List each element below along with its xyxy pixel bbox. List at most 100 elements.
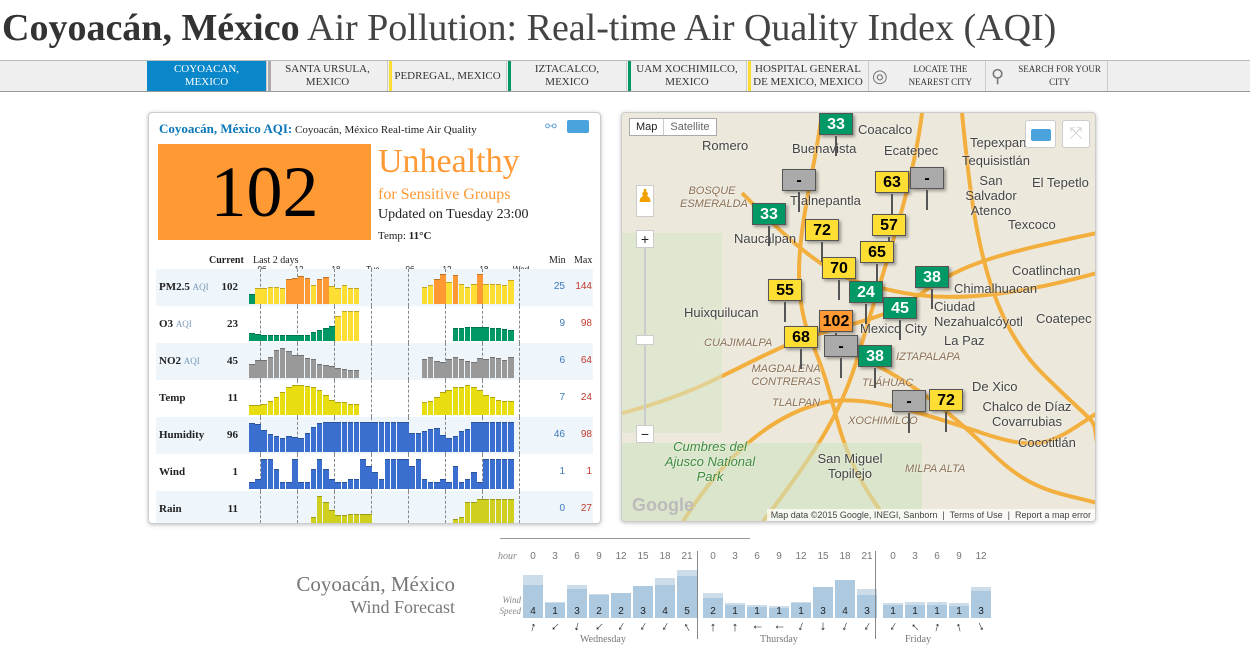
station-marker[interactable]: 45 — [883, 297, 917, 340]
bar — [458, 517, 465, 523]
station-marker[interactable]: 70 — [822, 257, 856, 300]
zoom-out-button[interactable]: − — [636, 425, 654, 443]
google-logo: Google — [632, 495, 694, 515]
nav-item[interactable]: ◎ LOCATE THE NEAREST CITY — [868, 61, 986, 91]
forecast-hour: 9 — [776, 551, 782, 562]
station-marker[interactable]: 72 — [929, 389, 963, 432]
nav-item[interactable]: HOSPITAL GENERAL DE MEXICO, MEXICO — [748, 61, 869, 91]
wind-direction-icon: ↑ — [680, 618, 694, 635]
report-link[interactable]: Report a map error — [1014, 510, 1091, 520]
sparkline — [249, 269, 521, 306]
bar — [501, 285, 508, 304]
satellite-button[interactable]: Satellite — [670, 121, 710, 133]
bar — [249, 405, 255, 415]
bar — [316, 423, 323, 452]
nav-item[interactable]: SANTA URSULA, MEXICO — [268, 61, 388, 91]
bar — [255, 288, 261, 304]
bar — [261, 459, 267, 489]
station-marker[interactable]: 102 — [819, 310, 853, 353]
nav-item[interactable]: IZTACALCO, MEXICO — [508, 61, 627, 91]
row-name: Humidity — [159, 429, 205, 441]
station-marker[interactable]: 33 — [819, 113, 853, 156]
temperature: Temp: 11°C — [378, 230, 431, 242]
bar — [458, 387, 465, 415]
bar — [483, 359, 489, 378]
row-label: Rain — [159, 503, 182, 515]
bar — [329, 479, 335, 489]
bar — [360, 459, 366, 489]
bar — [440, 479, 446, 489]
station-marker[interactable]: - — [892, 390, 926, 433]
bar — [273, 469, 280, 489]
gridline — [260, 491, 261, 523]
bar — [471, 327, 477, 341]
map[interactable]: Coacalco Buenavista Ecatepec Tepexpan Tequis… — [621, 112, 1096, 522]
bar — [378, 422, 385, 452]
card-city: Coyoacán, México AQI: — [159, 121, 293, 136]
station-marker[interactable]: 65 — [860, 241, 894, 284]
wind-forecast: hour Wind Speed 0 4 ↑ 3 1 ↑ 6 3 ↑ 9 2 ↑ 12 2 ↑ 15 3 ↑ 18 4 ↑ 21… — [490, 545, 1000, 649]
bar — [452, 357, 459, 378]
station-marker[interactable]: 24 — [849, 281, 883, 324]
station-marker[interactable]: 38 — [858, 345, 892, 388]
station-marker[interactable]: 55 — [768, 279, 802, 322]
station-marker[interactable]: - — [824, 335, 858, 378]
nav-item[interactable]: COYOACAN, MEXICO — [147, 61, 267, 91]
bar — [409, 466, 415, 489]
zoom-slider-handle[interactable] — [636, 335, 654, 345]
wind-direction-icon: ↑ — [731, 619, 739, 634]
bar — [390, 459, 397, 489]
forecast-hour: 12 — [615, 551, 627, 562]
station-marker[interactable]: 38 — [915, 266, 949, 309]
station-marker[interactable]: 57 — [872, 214, 906, 257]
bar — [255, 360, 261, 378]
wind-speed: 1 — [912, 606, 918, 617]
wind-bar — [835, 579, 855, 618]
forecast-hour: 6 — [754, 551, 760, 562]
gridline — [371, 269, 372, 306]
zoom-in-button[interactable]: + — [636, 230, 654, 248]
station-marker[interactable]: 63 — [875, 171, 909, 214]
row-max: 24 — [580, 392, 592, 403]
layers-button[interactable] — [1025, 120, 1056, 148]
bar — [298, 438, 304, 452]
gridline — [445, 343, 446, 380]
station-marker[interactable]: 72 — [805, 219, 839, 262]
wind-speed: 5 — [684, 606, 690, 617]
station-marker[interactable]: - — [910, 167, 944, 210]
bar — [335, 368, 341, 378]
bar — [471, 422, 477, 452]
share-icon[interactable]: ⚯ — [545, 120, 557, 135]
wind-speed: 1 — [798, 606, 804, 617]
map-label: IZTAPALAPA — [896, 351, 961, 363]
terms-link[interactable]: Terms of Use — [949, 510, 1003, 520]
temp-label: Temp: — [378, 230, 406, 242]
nav-item[interactable]: PEDREGAL, MEXICO — [389, 61, 507, 91]
bar — [378, 479, 385, 489]
bar — [347, 370, 354, 378]
station-marker[interactable]: 33 — [752, 203, 786, 246]
station-marker[interactable]: 68 — [784, 326, 818, 369]
aqi-card: Coyoacán, México AQI: Coyoacán, México R… — [148, 112, 601, 524]
wind-direction-icon: ↑ — [953, 618, 964, 635]
gridline — [334, 454, 335, 491]
pegman-icon[interactable]: ♟ — [636, 185, 654, 217]
map-label: TLALPAN — [772, 397, 821, 409]
bar — [384, 459, 391, 489]
bar — [464, 327, 471, 341]
row-max: 98 — [580, 429, 592, 440]
gridline — [519, 417, 520, 454]
station-marker[interactable]: - — [782, 169, 816, 212]
bar — [483, 395, 489, 415]
row-min: 46 — [553, 429, 565, 440]
nav-item[interactable]: UAM XOCHIMILCO, MEXICO — [628, 61, 747, 91]
aqi-tag: AQI — [175, 319, 192, 329]
bar — [279, 348, 286, 378]
bar — [255, 405, 261, 415]
widget-icon[interactable] — [567, 120, 589, 133]
map-button[interactable]: Map — [630, 119, 665, 135]
nav-item[interactable]: ⚲ SEARCH FOR YOUR CITY — [987, 61, 1108, 91]
bar — [305, 523, 311, 524]
wind-direction-icon: ↑ — [528, 618, 539, 635]
fullscreen-button[interactable]: ⤧ — [1062, 120, 1090, 148]
